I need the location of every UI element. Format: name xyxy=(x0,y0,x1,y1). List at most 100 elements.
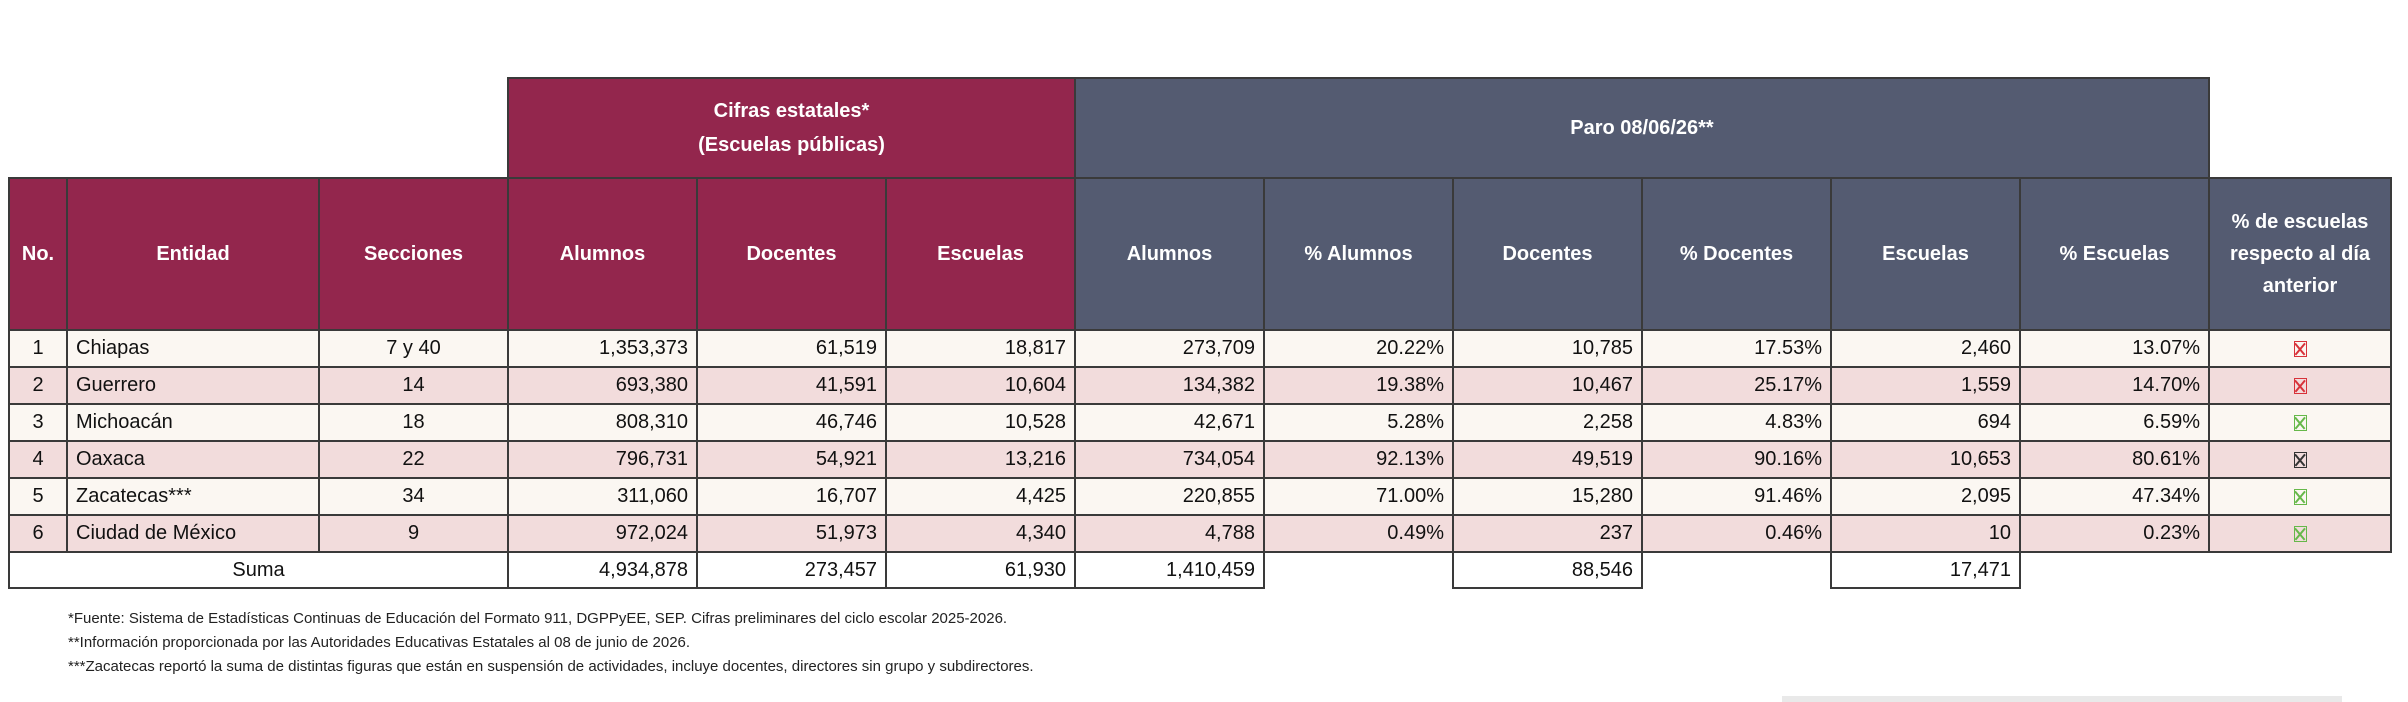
row-docentes: 41,591 xyxy=(696,366,887,405)
row-pct-escuelas: 80.61% xyxy=(2019,440,2210,479)
row-pct-docentes: 17.53% xyxy=(1641,329,1832,368)
col-header-trend: % de escuelas respecto al día anterior xyxy=(2208,177,2392,331)
totals-label: Suma xyxy=(8,551,509,589)
row-pct-escuelas: 47.34% xyxy=(2019,477,2210,516)
strike-summary-table: Cifras estatales* (Escuelas públicas) Pa… xyxy=(8,77,2392,589)
row-escuelas: 10,528 xyxy=(885,403,1076,442)
group-header-spacer xyxy=(9,78,508,178)
row-paro-alumnos: 734,054 xyxy=(1074,440,1265,479)
table-row: 6 Ciudad de México 9 972,024 51,973 4,340 4,78… xyxy=(8,514,2392,553)
row-docentes: 51,973 xyxy=(696,514,887,553)
trend-same-icon xyxy=(2293,451,2307,468)
row-pct-alumnos: 0.49% xyxy=(1263,514,1454,553)
row-no: 2 xyxy=(8,366,68,405)
row-pct-docentes: 0.46% xyxy=(1641,514,1832,553)
row-entidad: Zacatecas*** xyxy=(66,477,320,516)
col-header-paro-alumnos: Alumnos xyxy=(1074,177,1265,331)
row-trend xyxy=(2208,366,2392,405)
row-paro-docentes: 10,467 xyxy=(1452,366,1643,405)
row-entidad: Guerrero xyxy=(66,366,320,405)
group-header-row: Cifras estatales* (Escuelas públicas) Pa… xyxy=(9,77,2391,179)
row-paro-escuelas: 2,095 xyxy=(1830,477,2021,516)
col-header-escuelas: Escuelas xyxy=(885,177,1076,331)
totals-alumnos: 4,934,878 xyxy=(507,551,698,589)
totals-docentes: 273,457 xyxy=(696,551,887,589)
row-alumnos: 693,380 xyxy=(507,366,698,405)
row-paro-alumnos: 220,855 xyxy=(1074,477,1265,516)
table-row: 2 Guerrero 14 693,380 41,591 10,604 134,382 19.… xyxy=(8,366,2392,405)
row-pct-docentes: 91.46% xyxy=(1641,477,1832,516)
row-no: 5 xyxy=(8,477,68,516)
row-pct-escuelas: 13.07% xyxy=(2019,329,2210,368)
row-paro-escuelas: 694 xyxy=(1830,403,2021,442)
row-paro-alumnos: 273,709 xyxy=(1074,329,1265,368)
row-trend xyxy=(2208,514,2392,553)
row-pct-alumnos: 20.22% xyxy=(1263,329,1454,368)
footnotes: *Fuente: Sistema de Estadísticas Continu… xyxy=(68,607,1034,679)
footnote-authorities: **Información proporcionada por las Auto… xyxy=(68,634,691,651)
row-docentes: 54,921 xyxy=(696,440,887,479)
row-docentes: 46,746 xyxy=(696,403,887,442)
trend-down-icon xyxy=(2293,377,2307,394)
row-paro-alumnos: 4,788 xyxy=(1074,514,1265,553)
totals-empty xyxy=(2020,551,2209,588)
row-trend xyxy=(2208,403,2392,442)
row-docentes: 61,519 xyxy=(696,329,887,368)
row-docentes: 16,707 xyxy=(696,477,887,516)
row-no: 6 xyxy=(8,514,68,553)
row-paro-docentes: 2,258 xyxy=(1452,403,1643,442)
row-alumnos: 796,731 xyxy=(507,440,698,479)
row-secciones: 22 xyxy=(318,440,509,479)
row-trend xyxy=(2208,440,2392,479)
row-paro-escuelas: 10,653 xyxy=(1830,440,2021,479)
row-escuelas: 4,425 xyxy=(885,477,1076,516)
row-no: 3 xyxy=(8,403,68,442)
col-header-pct-alumnos: % Alumnos xyxy=(1263,177,1454,331)
col-header-docentes: Docentes xyxy=(696,177,887,331)
row-entidad: Ciudad de México xyxy=(66,514,320,553)
row-pct-escuelas: 6.59% xyxy=(2019,403,2210,442)
row-alumnos: 311,060 xyxy=(507,477,698,516)
table-row: 4 Oaxaca 22 796,731 54,921 13,216 734,054 92.13… xyxy=(8,440,2392,479)
row-trend xyxy=(2208,329,2392,368)
row-secciones: 7 y 40 xyxy=(318,329,509,368)
col-header-entidad: Entidad xyxy=(66,177,320,331)
row-alumnos: 972,024 xyxy=(507,514,698,553)
row-paro-escuelas: 2,460 xyxy=(1830,329,2021,368)
totals-empty xyxy=(1642,551,1831,588)
row-paro-alumnos: 134,382 xyxy=(1074,366,1265,405)
row-secciones: 9 xyxy=(318,514,509,553)
trend-up-icon xyxy=(2293,488,2307,505)
totals-paro-docentes: 88,546 xyxy=(1452,551,1643,589)
row-pct-alumnos: 5.28% xyxy=(1263,403,1454,442)
table-row: 3 Michoacán 18 808,310 46,746 10,528 42,671 5.2… xyxy=(8,403,2392,442)
totals-paro-alumnos: 1,410,459 xyxy=(1074,551,1265,589)
col-header-pct-escuelas: % Escuelas xyxy=(2019,177,2210,331)
col-header-secciones: Secciones xyxy=(318,177,509,331)
bottom-edge-bar xyxy=(1782,696,2342,702)
group-header-estatal: Cifras estatales* (Escuelas públicas) xyxy=(507,77,1076,179)
row-pct-alumnos: 19.38% xyxy=(1263,366,1454,405)
row-pct-docentes: 90.16% xyxy=(1641,440,1832,479)
column-header-row: No. Entidad Secciones Alumnos Docentes E… xyxy=(8,177,2392,331)
trend-up-icon xyxy=(2293,525,2307,542)
table-row: 1 Chiapas 7 y 40 1,353,373 61,519 18,817 273,7… xyxy=(8,329,2392,368)
col-header-pct-docentes: % Docentes xyxy=(1641,177,1832,331)
row-escuelas: 10,604 xyxy=(885,366,1076,405)
row-paro-docentes: 15,280 xyxy=(1452,477,1643,516)
row-paro-escuelas: 10 xyxy=(1830,514,2021,553)
group-estatal-line2: (Escuelas públicas) xyxy=(698,134,885,156)
totals-row: Suma 4,934,878 273,457 61,930 1,410,459 88,54… xyxy=(8,551,2391,589)
row-paro-alumnos: 42,671 xyxy=(1074,403,1265,442)
col-header-no: No. xyxy=(8,177,68,331)
row-secciones: 34 xyxy=(318,477,509,516)
row-pct-escuelas: 0.23% xyxy=(2019,514,2210,553)
row-trend xyxy=(2208,477,2392,516)
row-secciones: 14 xyxy=(318,366,509,405)
row-paro-docentes: 237 xyxy=(1452,514,1643,553)
row-pct-alumnos: 71.00% xyxy=(1263,477,1454,516)
row-paro-docentes: 10,785 xyxy=(1452,329,1643,368)
col-header-alumnos: Alumnos xyxy=(507,177,698,331)
row-entidad: Michoacán xyxy=(66,403,320,442)
totals-empty xyxy=(1264,551,1453,588)
